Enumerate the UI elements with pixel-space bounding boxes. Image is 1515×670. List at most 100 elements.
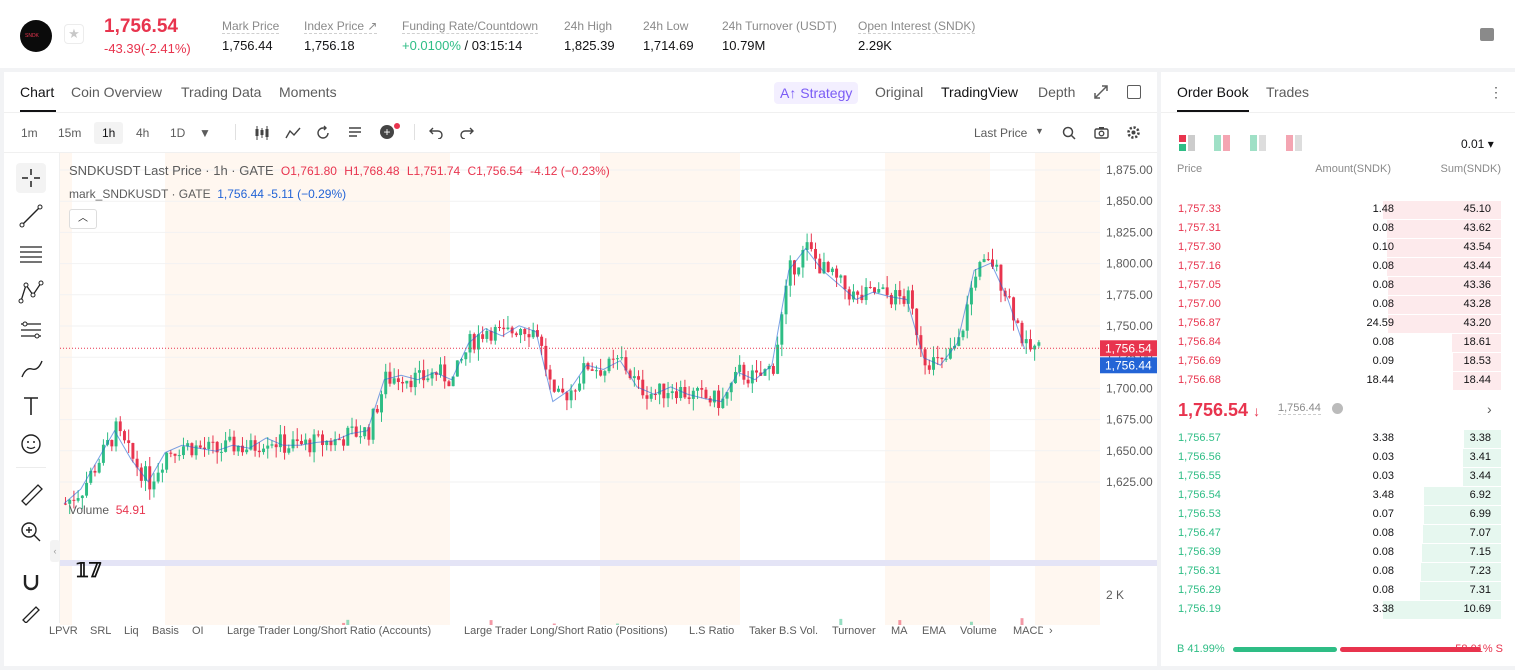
indicator-volume[interactable]: Volume xyxy=(960,625,997,637)
indicator-ma[interactable]: MA xyxy=(891,625,908,637)
chevron-right-icon[interactable]: › xyxy=(1487,401,1492,417)
add-indicator-icon[interactable]: + xyxy=(380,125,394,139)
favorite-star-icon[interactable]: ★ xyxy=(64,24,84,44)
window-icon[interactable] xyxy=(1127,85,1141,99)
redo-icon[interactable] xyxy=(460,127,474,139)
ask-row[interactable]: 1,757.16 0.08 43.44 xyxy=(1161,257,1501,276)
tab-moments[interactable]: Moments xyxy=(279,84,337,100)
ask-row[interactable]: 1,757.05 0.08 43.36 xyxy=(1161,276,1501,295)
precision-select[interactable]: 0.01 ▾ xyxy=(1461,137,1494,151)
price-type-select[interactable]: Last Price xyxy=(974,126,1028,140)
row-amount: 0.08 xyxy=(1372,222,1394,234)
ask-row[interactable]: 1,756.84 0.08 18.61 xyxy=(1161,333,1501,352)
indicator-turnover[interactable]: Turnover xyxy=(832,625,876,637)
indicator-basis[interactable]: Basis xyxy=(152,625,179,637)
zoom-icon[interactable] xyxy=(16,517,46,547)
view-tradingview[interactable]: TradingView xyxy=(941,84,1019,100)
indicator-large-trader-positions[interactable]: Large Trader Long/Short Ratio (Positions… xyxy=(464,625,668,637)
funding-rate-label[interactable]: Funding Rate/Countdown xyxy=(402,19,539,34)
expand-icon[interactable] xyxy=(1094,85,1108,99)
collapse-toolbar-icon[interactable]: ‹ xyxy=(50,540,60,562)
candle-body xyxy=(586,363,590,370)
bid-row[interactable]: 1,756.53 0.07 6.99 xyxy=(1161,505,1501,524)
indicator-srl[interactable]: SRL xyxy=(90,625,112,637)
row-sum: 6.99 xyxy=(1469,508,1491,520)
view-depth[interactable]: Depth xyxy=(1038,84,1076,100)
interval-1m[interactable]: 1m xyxy=(21,126,38,140)
last-price: 1,756.54 xyxy=(104,16,178,37)
collapse-legend-icon[interactable]: ︿ xyxy=(69,209,97,229)
price-type-chevron-icon[interactable]: ▼ xyxy=(1035,126,1044,136)
undo-icon[interactable] xyxy=(429,127,443,139)
magnet-icon[interactable] xyxy=(16,567,46,597)
search-icon[interactable] xyxy=(1062,126,1076,140)
indicator-large-trader-accounts[interactable]: Large Trader Long/Short Ratio (Accounts) xyxy=(227,625,432,637)
interval-4h[interactable]: 4h xyxy=(136,126,150,140)
indicator-macd[interactable]: MACD xyxy=(1013,625,1043,637)
funding-rate-value: +0.0100% / 03:15:14 xyxy=(402,38,523,53)
price-chart[interactable]: 1,875.00 1,850.00 1,825.00 1,800.00 1,775.00… xyxy=(60,153,1157,625)
indicator-oi[interactable]: OI xyxy=(192,625,204,637)
crosshair-icon[interactable] xyxy=(16,163,46,193)
bid-row[interactable]: 1,756.56 0.03 3.41 xyxy=(1161,448,1501,467)
ask-row[interactable]: 1,756.87 24.59 43.20 xyxy=(1161,314,1501,333)
mid-mark-price[interactable]: 1,756.44 xyxy=(1278,402,1321,415)
tab-coin-overview[interactable]: Coin Overview xyxy=(71,84,163,100)
candle-type-icon[interactable] xyxy=(254,126,270,140)
bid-row[interactable]: 1,756.57 3.38 3.38 xyxy=(1161,429,1501,448)
book-bids-icon[interactable] xyxy=(1250,135,1266,151)
bid-row[interactable]: 1,756.31 0.08 7.23 xyxy=(1161,562,1501,581)
ask-row[interactable]: 1,757.33 1.48 45.10 xyxy=(1161,200,1501,219)
indicator-scroll-right-icon[interactable]: › xyxy=(1049,625,1053,637)
indicators-icon[interactable] xyxy=(285,126,301,140)
ask-row[interactable]: 1,756.68 18.44 18.44 xyxy=(1161,371,1501,390)
interval-1d[interactable]: 1D xyxy=(170,126,186,140)
horizontal-lines-icon[interactable] xyxy=(16,239,46,269)
strategy-button[interactable]: A↑ Strategy xyxy=(774,82,859,104)
more-options-icon[interactable]: ⋮ xyxy=(1489,84,1503,100)
indicator-taker-vol[interactable]: Taker B.S Vol. xyxy=(749,625,819,637)
ask-row[interactable]: 1,757.31 0.08 43.62 xyxy=(1161,219,1501,238)
bid-row[interactable]: 1,756.29 0.08 7.31 xyxy=(1161,581,1501,600)
open-interest-label[interactable]: Open Interest (SNDK) xyxy=(858,19,976,34)
trend-line-icon[interactable] xyxy=(16,201,46,231)
tab-trading-data[interactable]: Trading Data xyxy=(181,84,262,100)
indicator-ls-ratio[interactable]: L.S Ratio xyxy=(689,625,735,637)
bid-row[interactable]: 1,756.54 3.48 6.92 xyxy=(1161,486,1501,505)
bid-row[interactable]: 1,756.47 0.08 7.07 xyxy=(1161,524,1501,543)
book-mixed-icon[interactable] xyxy=(1214,135,1230,151)
mark-price-label[interactable]: Mark Price xyxy=(222,19,280,34)
interval-15m[interactable]: 15m xyxy=(58,126,82,140)
index-price-label[interactable]: Index Price ↗ xyxy=(304,19,378,34)
interval-1h[interactable]: 1h xyxy=(94,122,124,144)
book-icon[interactable] xyxy=(1480,28,1494,41)
ruler-icon[interactable] xyxy=(16,479,46,509)
bid-row[interactable]: 1,756.19 3.38 10.69 xyxy=(1161,600,1501,619)
replay-icon[interactable] xyxy=(315,125,331,141)
book-both-icon[interactable] xyxy=(1179,135,1195,151)
view-original[interactable]: Original xyxy=(875,84,924,100)
pencil-icon[interactable] xyxy=(16,603,46,633)
ask-row[interactable]: 1,757.00 0.08 43.28 xyxy=(1161,295,1501,314)
tab-chart[interactable]: Chart xyxy=(20,84,55,100)
emoji-icon[interactable] xyxy=(16,429,46,459)
ask-row[interactable]: 1,757.30 0.10 43.54 xyxy=(1161,238,1501,257)
pattern-icon[interactable] xyxy=(16,277,46,307)
text-tool-icon[interactable] xyxy=(16,391,46,421)
indicator-liq[interactable]: Liq xyxy=(124,625,139,637)
bid-row[interactable]: 1,756.39 0.08 7.15 xyxy=(1161,543,1501,562)
indicator-ema[interactable]: EMA xyxy=(922,625,946,637)
ask-row[interactable]: 1,756.69 0.09 18.53 xyxy=(1161,352,1501,371)
interval-dropdown-icon[interactable]: ▼ xyxy=(199,126,211,140)
camera-icon[interactable] xyxy=(1094,126,1109,139)
templates-icon[interactable] xyxy=(348,126,362,140)
tab-order-book[interactable]: Order Book xyxy=(1177,84,1249,100)
book-asks-icon[interactable] xyxy=(1286,135,1302,151)
brush-icon[interactable] xyxy=(16,353,46,383)
tab-trades[interactable]: Trades xyxy=(1266,84,1310,100)
fib-tool-icon[interactable] xyxy=(16,315,46,345)
indicator-lpvr[interactable]: LPVR xyxy=(49,625,78,637)
row-sum: 3.38 xyxy=(1469,432,1491,444)
settings-gear-icon[interactable] xyxy=(1126,125,1141,140)
bid-row[interactable]: 1,756.55 0.03 3.44 xyxy=(1161,467,1501,486)
